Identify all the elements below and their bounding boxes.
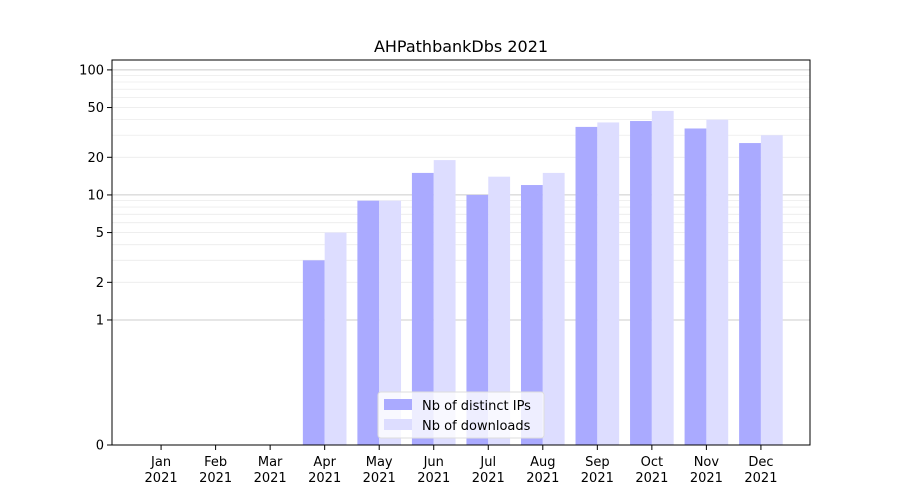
legend-box: [377, 391, 545, 439]
x-tick-label: Nov 2021: [690, 455, 723, 486]
plot-frame: [111, 59, 811, 446]
bar-distinct-ips: [357, 200, 380, 445]
y-tick-label: 10: [87, 188, 104, 203]
grid-lines: [112, 69, 810, 321]
legend-label: Nb of distinct IPs: [422, 399, 531, 414]
bar-downloads: [760, 135, 783, 445]
bar-distinct-ips: [466, 194, 489, 445]
bar-downloads: [433, 160, 456, 445]
x-tick-label: Jun 2021: [417, 455, 450, 486]
x-tick-label: Mar 2021: [254, 455, 287, 486]
chart-title: AHPathbankDbs 2021: [374, 37, 548, 56]
bar-distinct-ips: [302, 260, 325, 445]
legend-swatch: [384, 399, 412, 410]
bar-downloads: [488, 176, 511, 445]
x-tick-label: Jan 2021: [145, 455, 178, 486]
y-tick-label: 20: [87, 151, 104, 166]
bar-downloads: [379, 200, 402, 445]
bar-downloads: [542, 172, 565, 445]
x-tick-label: May 2021: [363, 455, 396, 486]
bars: [302, 110, 783, 446]
bar-downloads: [324, 232, 347, 445]
bar-downloads: [651, 110, 674, 445]
x-tick-label: Aug 2021: [526, 455, 559, 486]
legend-label: Nb of downloads: [422, 419, 531, 434]
y-tick-label: 2: [96, 276, 104, 291]
bar-distinct-ips: [520, 185, 543, 445]
x-tick-label: Jul 2021: [472, 455, 505, 486]
bar-downloads: [706, 119, 729, 446]
legend: Nb of distinct IPs Nb of downloads: [377, 391, 545, 439]
y-tick-label: 5: [96, 226, 104, 241]
x-tick-label: Oct 2021: [635, 455, 668, 486]
x-tick-label: Apr 2021: [308, 455, 341, 486]
bar-downloads: [597, 122, 620, 445]
y-tick-label: 50: [87, 101, 104, 116]
y-tick-label: 0: [96, 439, 104, 454]
bar-distinct-ips: [411, 172, 434, 445]
y-axis: 0 1 2 5 10 20 50 100: [79, 63, 112, 454]
legend-swatch: [384, 419, 412, 430]
x-tick-label: Sep 2021: [581, 455, 614, 486]
bar-distinct-ips: [575, 126, 598, 446]
x-tick-label: Feb 2021: [199, 455, 232, 486]
y-tick-label: 1: [96, 313, 104, 328]
bar-distinct-ips: [684, 128, 707, 445]
bar-distinct-ips: [630, 121, 652, 446]
y-tick-label: 100: [79, 63, 104, 78]
x-axis: Jan 2021 Feb 2021 Mar 2021 Apr 2021 May 2021 Jun 20…: [145, 445, 777, 486]
bar-distinct-ips: [739, 143, 761, 445]
x-tick-label: Dec 2021: [744, 455, 777, 486]
